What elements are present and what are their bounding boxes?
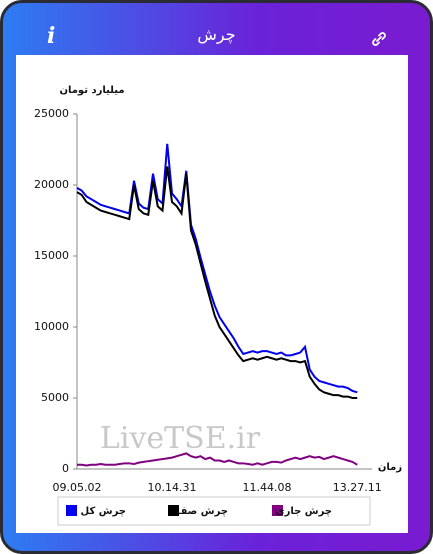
x-axis-label: زمان: [378, 462, 402, 473]
watermark: LiveTSE.ir: [100, 421, 261, 456]
y-tick-label: 10000: [34, 320, 69, 333]
chart-panel: [16, 55, 408, 533]
page-title: چرش: [197, 25, 236, 44]
x-tick-label: 10.14.31: [148, 481, 197, 494]
legend-label: چرش صف: [176, 506, 228, 517]
series-line: [77, 452, 358, 467]
y-tick-label: 5000: [41, 391, 69, 404]
legend-swatch: [272, 505, 283, 516]
legend-swatch: [168, 505, 179, 516]
y-tick-label: 15000: [34, 249, 69, 262]
legend-label: چرش کل: [81, 506, 126, 517]
x-tick-label: 11.44.08: [243, 481, 292, 494]
legend-swatch: [66, 505, 77, 516]
y-tick-label: 0: [62, 462, 69, 475]
x-tick-label: 09.05.02: [53, 481, 102, 494]
y-tick-label: 20000: [34, 178, 69, 191]
y-axis-label: میلیارد تومان: [59, 85, 124, 96]
series-line: [76, 143, 358, 394]
y-tick-label: 25000: [34, 107, 69, 120]
series-line: [76, 166, 358, 399]
link-icon[interactable]: [369, 29, 389, 49]
legend-box: [57, 496, 371, 526]
info-button[interactable]: i: [47, 23, 56, 49]
legend-label: چرش جاری: [275, 506, 332, 517]
x-tick-label: 13.27.11: [333, 481, 382, 494]
